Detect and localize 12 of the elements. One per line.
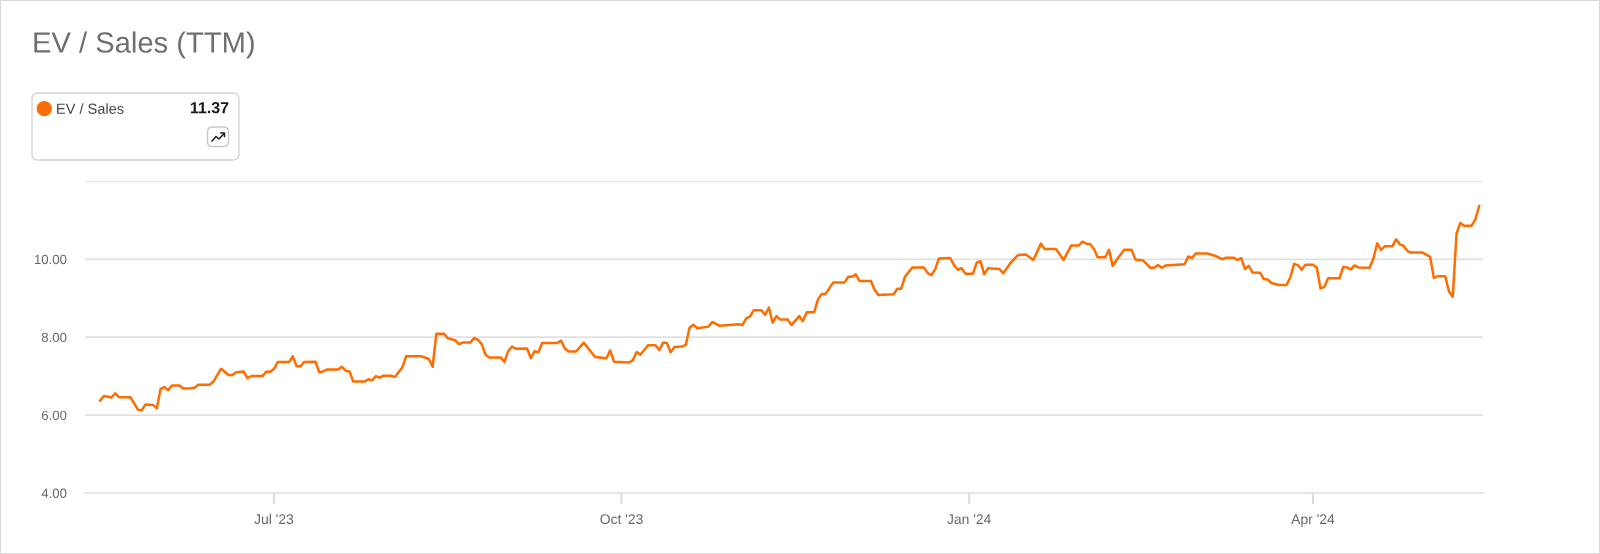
chart-title: EV / Sales (TTM) bbox=[34, 31, 254, 59]
x-tick-label: Apr '24 bbox=[1291, 514, 1335, 527]
text: 11.37 bbox=[190, 101, 229, 114]
y-tick-label: 10.00 bbox=[34, 254, 67, 265]
legend-label: EV / Sales bbox=[57, 103, 124, 114]
x-tick-label: Jan '24 bbox=[947, 514, 991, 525]
y-tick-label: 8.00 bbox=[41, 332, 67, 343]
x-tick-label: Oct '23 bbox=[600, 514, 643, 525]
y-tick-label: 4.00 bbox=[41, 488, 67, 498]
line-series bbox=[98, 204, 1481, 412]
x-tick-label: Jul '23 bbox=[254, 513, 294, 525]
y-tick-label: 6.00 bbox=[41, 410, 67, 420]
